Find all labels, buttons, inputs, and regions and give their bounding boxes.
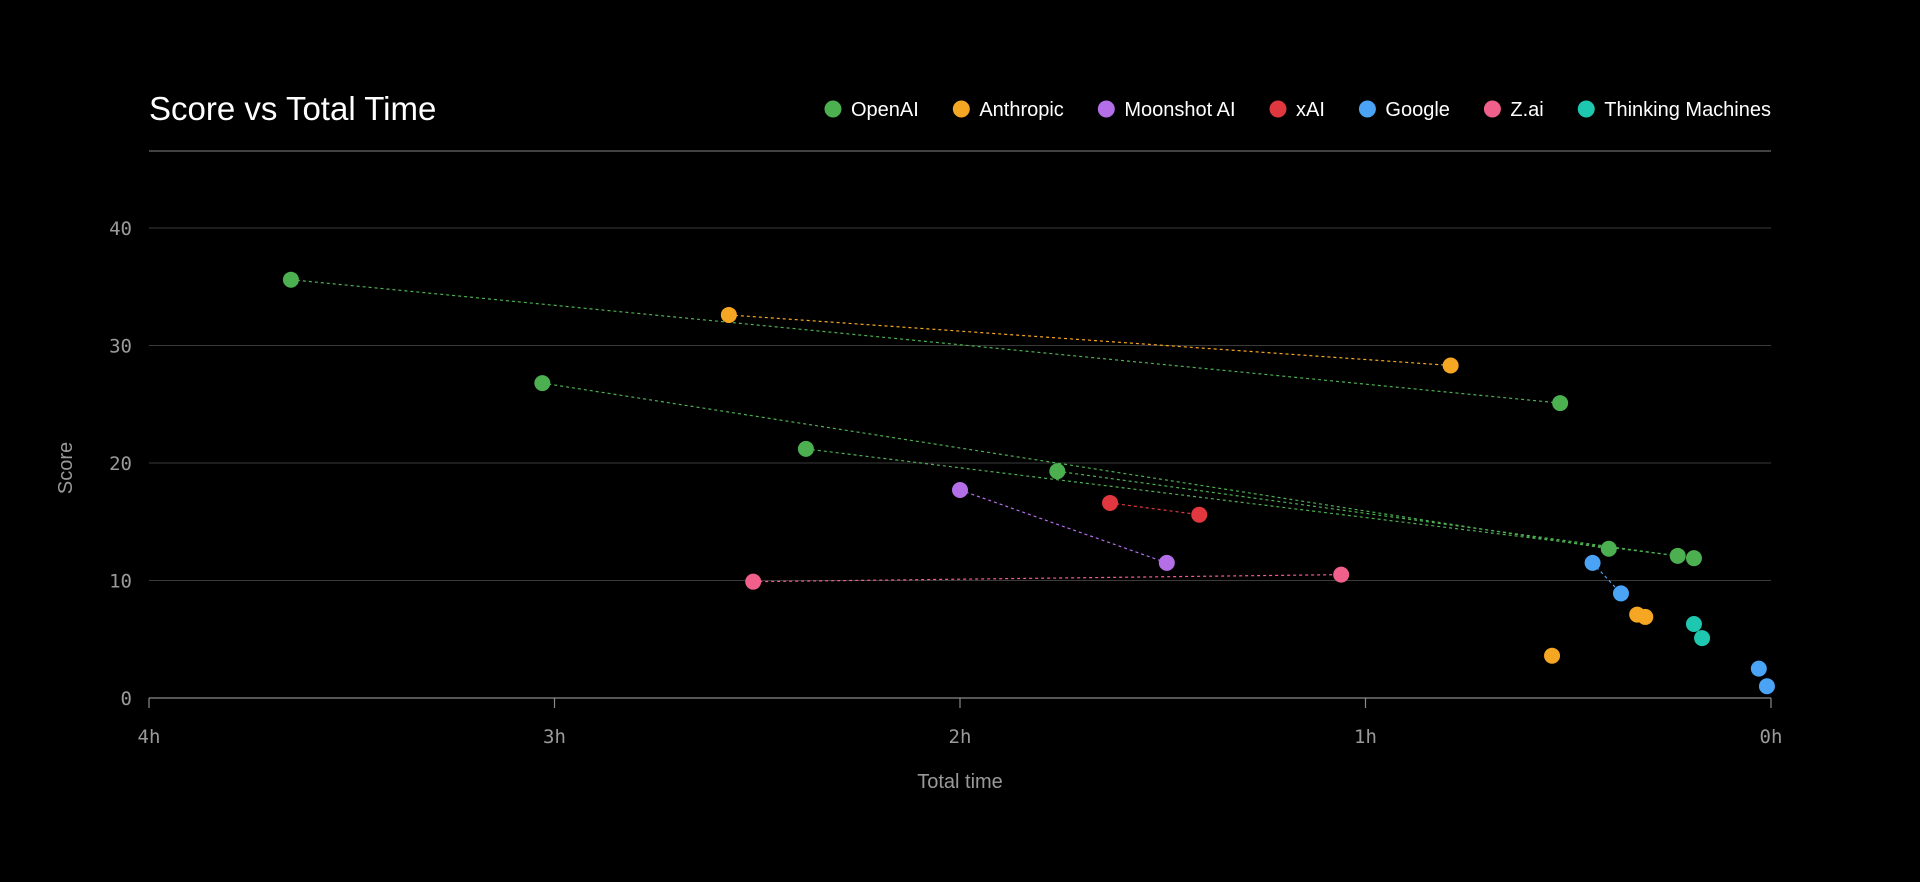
data-points <box>282 271 1775 695</box>
legend-label: OpenAI <box>851 99 919 121</box>
data-point[interactable] <box>1637 608 1654 625</box>
x-tick-label: 4h <box>138 726 161 748</box>
connector-line <box>542 382 1609 550</box>
connector-line <box>959 489 1168 564</box>
y-tick-label: 0 <box>121 688 132 710</box>
data-point[interactable] <box>1758 678 1775 695</box>
legend-item[interactable]: Thinking Machines <box>1577 99 1771 121</box>
legend-label: xAI <box>1296 99 1325 121</box>
data-point[interactable] <box>745 573 762 590</box>
connector-line <box>805 448 1678 557</box>
legend-item[interactable]: Z.ai <box>1483 99 1544 121</box>
connector-line <box>1057 470 1695 559</box>
data-point[interactable] <box>1544 647 1561 664</box>
data-point[interactable] <box>1191 506 1208 523</box>
data-point[interactable] <box>1685 615 1702 632</box>
x-tick-label: 1h <box>1354 726 1377 748</box>
data-point[interactable] <box>1685 550 1702 567</box>
legend-marker <box>1269 100 1287 118</box>
data-point[interactable] <box>1333 566 1350 583</box>
data-point[interactable] <box>1600 540 1617 557</box>
gridlines <box>149 227 1771 699</box>
data-point[interactable] <box>952 482 968 499</box>
connector-line <box>753 574 1342 583</box>
x-axis-ticks: 4h 3h 2h 1h 0h <box>138 698 1783 748</box>
connector-lines <box>290 279 1703 639</box>
x-axis-title: Total time <box>917 771 1003 793</box>
data-point[interactable] <box>534 375 551 392</box>
y-axis-title: Score <box>55 442 77 494</box>
data-point[interactable] <box>797 440 814 457</box>
data-point[interactable] <box>1584 554 1601 571</box>
data-point[interactable] <box>1552 395 1569 412</box>
legend-item[interactable]: Anthropic <box>952 99 1064 121</box>
legend-marker <box>1483 100 1501 118</box>
data-point[interactable] <box>1750 660 1767 677</box>
legend-item[interactable]: Google <box>1358 99 1450 121</box>
y-tick-label: 10 <box>109 571 132 593</box>
legend-item[interactable]: Moonshot AI <box>1097 99 1236 121</box>
x-tick-label: 3h <box>543 726 566 748</box>
connector-line <box>728 314 1451 367</box>
chart-title: Score vs Total Time <box>149 90 436 127</box>
data-point[interactable] <box>282 271 299 288</box>
x-tick-label: 2h <box>949 726 972 748</box>
legend-label: Anthropic <box>979 99 1064 121</box>
legend-marker <box>1358 100 1376 118</box>
legend-marker <box>824 100 842 118</box>
legend-marker <box>1097 100 1115 118</box>
legend-label: Google <box>1385 99 1450 121</box>
y-axis-ticks: 0 10 20 30 40 <box>109 218 132 710</box>
legend-label: Moonshot AI <box>1124 99 1235 121</box>
data-point[interactable] <box>1612 585 1629 602</box>
connector-line <box>290 279 1561 404</box>
legend-marker <box>1577 100 1595 118</box>
data-point[interactable] <box>720 306 737 323</box>
data-point[interactable] <box>1694 630 1711 647</box>
y-tick-label: 20 <box>109 453 132 475</box>
legend: OpenAI Anthropic Moonshot AI xAI Google Z.ai T… <box>824 99 1771 121</box>
legend-item[interactable]: xAI <box>1269 99 1325 121</box>
y-tick-label: 30 <box>109 336 132 358</box>
legend-item[interactable]: OpenAI <box>824 99 919 121</box>
data-point[interactable] <box>1669 547 1686 564</box>
legend-marker <box>952 100 970 118</box>
x-tick-label: 0h <box>1760 726 1783 748</box>
legend-label: Z.ai <box>1510 99 1543 121</box>
connector-line <box>1109 502 1200 516</box>
data-point[interactable] <box>1158 554 1175 571</box>
data-point[interactable] <box>1102 494 1119 511</box>
data-point[interactable] <box>1049 463 1066 480</box>
data-point[interactable] <box>1442 357 1459 374</box>
legend-label: Thinking Machines <box>1604 99 1771 121</box>
y-tick-label: 40 <box>109 218 132 240</box>
